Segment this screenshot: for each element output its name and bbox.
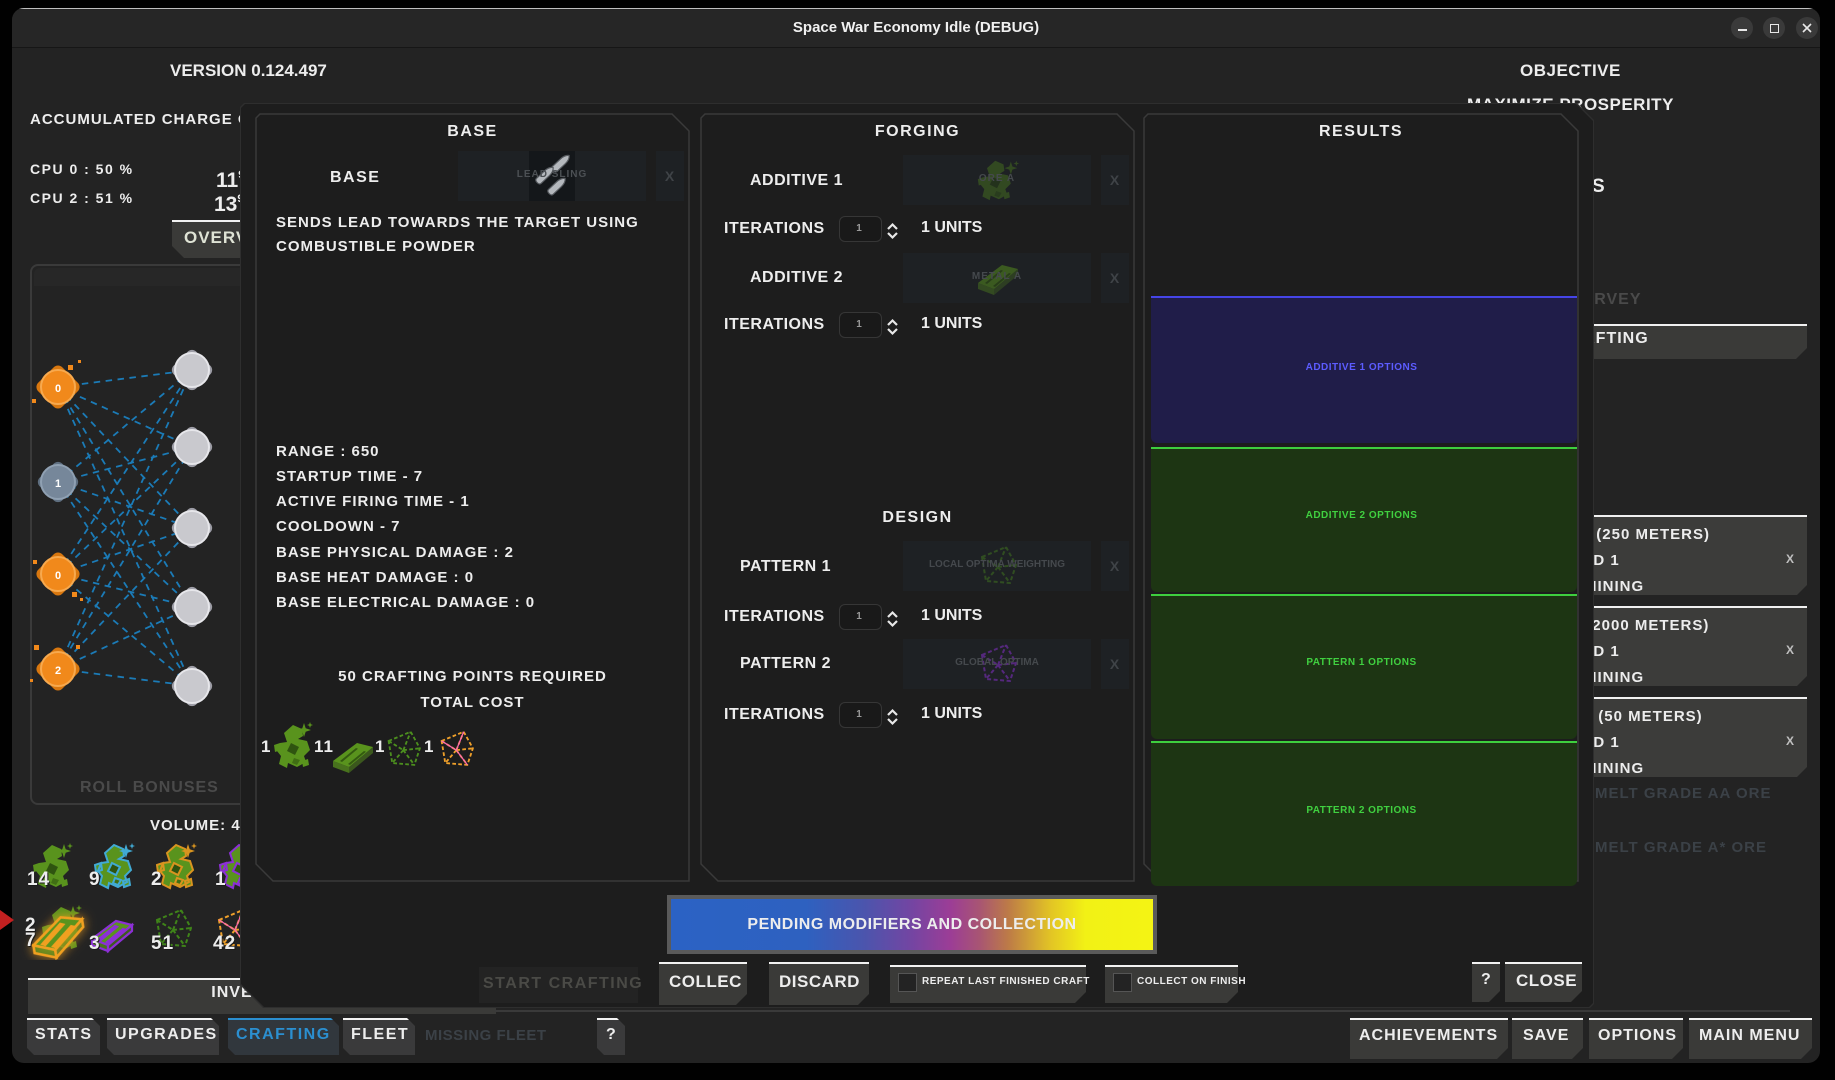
- svg-text:0: 0: [55, 383, 61, 395]
- svg-text:2: 2: [55, 665, 61, 677]
- svg-text:1: 1: [55, 478, 61, 490]
- svg-text:0: 0: [55, 570, 61, 582]
